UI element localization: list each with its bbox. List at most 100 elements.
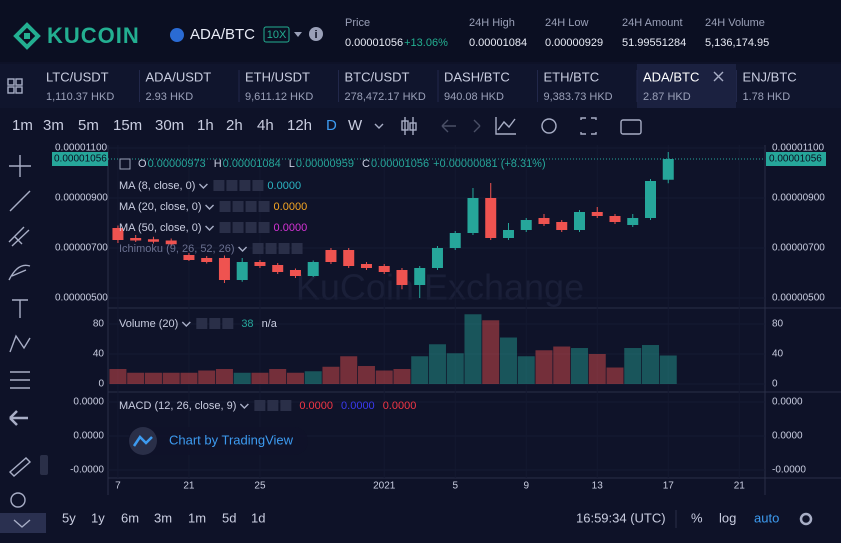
tab-pair[interactable]: ADA/BTC (643, 69, 699, 84)
legend-button[interactable] (213, 180, 225, 191)
text-tool[interactable] (12, 299, 28, 318)
auto-toggle[interactable]: auto (754, 510, 779, 525)
indicator-dropdown[interactable] (205, 204, 215, 210)
legend-button[interactable] (258, 201, 270, 212)
legend-button[interactable] (252, 243, 264, 254)
candle-body (325, 250, 337, 262)
indicator-dropdown[interactable] (198, 183, 208, 189)
candle-body (538, 218, 550, 224)
legend-button[interactable] (267, 400, 279, 411)
range-button[interactable]: 5y (62, 510, 76, 525)
fullscreen[interactable] (580, 117, 597, 135)
undo[interactable] (441, 119, 456, 133)
interval[interactable]: D (326, 117, 337, 134)
indicator-dropdown[interactable] (205, 225, 215, 231)
zoom[interactable] (10, 492, 26, 508)
legend-button[interactable] (232, 201, 244, 212)
interval[interactable]: 30m (155, 117, 184, 134)
pattern[interactable] (9, 334, 31, 353)
interval[interactable]: 15m (113, 117, 142, 134)
legend-button[interactable] (254, 400, 266, 411)
percent-toggle[interactable]: % (691, 510, 703, 525)
legend-button[interactable] (258, 222, 270, 233)
brush[interactable] (8, 264, 31, 281)
macd-dropdown[interactable] (239, 403, 249, 409)
y-tick-label: 0.00001100 (772, 143, 825, 154)
range-button[interactable]: 1m (188, 510, 206, 525)
candle-body (289, 270, 301, 276)
back-arrow[interactable] (9, 410, 28, 426)
tab-pair[interactable]: ETH/USDT (245, 69, 310, 84)
legend-button[interactable] (280, 400, 292, 411)
legend-button[interactable] (196, 318, 208, 329)
candle-body (360, 264, 372, 268)
legend-button[interactable] (245, 201, 257, 212)
pair[interactable]: ADA/BTC (190, 26, 255, 43)
candle-body (378, 266, 390, 272)
legend-button[interactable] (226, 180, 238, 191)
interval[interactable]: 5m (78, 117, 99, 134)
legend-button[interactable] (219, 201, 231, 212)
legend-button[interactable] (265, 243, 277, 254)
info-icon[interactable] (309, 27, 323, 41)
prediction[interactable] (10, 371, 30, 389)
tab-close[interactable] (713, 71, 724, 82)
volume-dropdown[interactable] (181, 321, 191, 327)
pair-dropdown[interactable] (294, 32, 302, 37)
volume-bar (393, 369, 411, 385)
pair-icon (170, 28, 184, 42)
candle-body (165, 240, 177, 245)
logo-icon[interactable] (13, 22, 41, 50)
tab-pair[interactable]: ENJ/BTC (743, 69, 797, 84)
log-toggle[interactable]: log (719, 510, 736, 525)
settings[interactable] (541, 118, 557, 134)
logo-text[interactable]: KUCOIN (47, 23, 140, 48)
range-button[interactable]: 3m (154, 510, 172, 525)
range-button[interactable]: 1y (91, 510, 105, 525)
interval-dropdown[interactable] (374, 123, 384, 129)
range-button[interactable]: 5d (222, 510, 236, 525)
legend-toggle[interactable] (119, 158, 131, 170)
range-button[interactable]: 6m (121, 510, 139, 525)
legend-button[interactable] (291, 243, 303, 254)
crosshair[interactable] (9, 155, 31, 177)
redo[interactable] (473, 119, 481, 133)
legend-button[interactable] (245, 222, 257, 233)
indicators[interactable] (495, 117, 516, 135)
interval[interactable]: 2h (226, 117, 243, 134)
toolbar-collapse[interactable] (40, 455, 48, 475)
legend-button[interactable] (252, 180, 264, 191)
tab-pair[interactable]: BTC/USDT (345, 69, 410, 84)
credit-text[interactable]: Chart by TradingView (169, 432, 294, 447)
legend-button[interactable] (239, 180, 251, 191)
interval[interactable]: 12h (287, 117, 312, 134)
range-button[interactable]: 1d (251, 510, 265, 525)
tab-pair[interactable]: DASH/BTC (444, 69, 510, 84)
legend-button[interactable] (232, 222, 244, 233)
interval[interactable]: 3m (43, 117, 64, 134)
volume-extra: n/a (262, 318, 278, 330)
tab-pair[interactable]: ETH/BTC (544, 69, 600, 84)
ruler[interactable] (8, 457, 32, 477)
y-tick-label-left: 0.00001100 (55, 143, 108, 154)
interval[interactable]: 1m (12, 117, 33, 134)
interval[interactable]: W (348, 117, 363, 134)
footer-settings[interactable] (799, 512, 813, 526)
legend-button[interactable] (222, 318, 234, 329)
interval[interactable]: 1h (197, 117, 214, 134)
tab-pair[interactable]: LTC/USDT (46, 69, 109, 84)
legend-button[interactable] (219, 222, 231, 233)
tab-pair[interactable]: ADA/USDT (146, 69, 212, 84)
interval[interactable]: 4h (257, 117, 274, 134)
legend-button[interactable] (209, 318, 221, 329)
candle-style[interactable] (401, 117, 417, 135)
indicator-dropdown[interactable] (238, 246, 248, 252)
volume-bar (144, 372, 162, 385)
snapshot[interactable] (620, 119, 642, 135)
trend-line[interactable] (9, 190, 31, 212)
layout-icon[interactable] (7, 78, 23, 94)
tradingview-credit[interactable] (128, 427, 308, 455)
legend-button[interactable] (278, 243, 290, 254)
fib[interactable] (8, 226, 30, 247)
more-tools[interactable] (0, 513, 46, 533)
